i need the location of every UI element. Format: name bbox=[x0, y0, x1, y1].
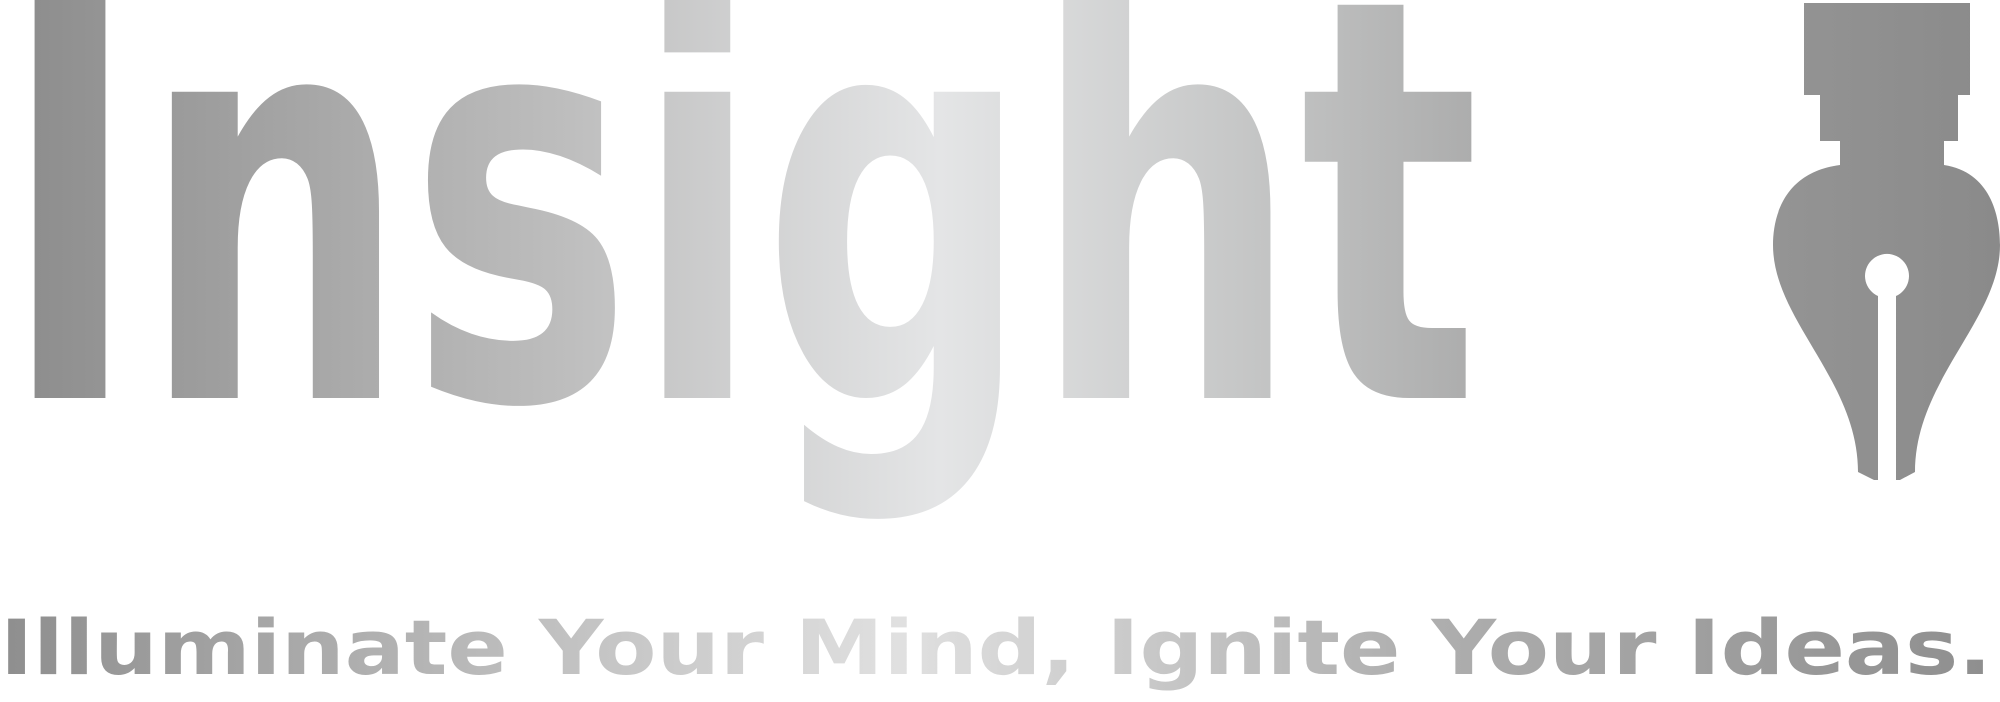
fountain-pen-nib-icon bbox=[1773, 3, 2000, 480]
brand-tagline: Illuminate Your Mind, Ignite Your Ideas. bbox=[0, 603, 1992, 692]
brand-wordmark: Insight bbox=[0, 0, 1480, 531]
